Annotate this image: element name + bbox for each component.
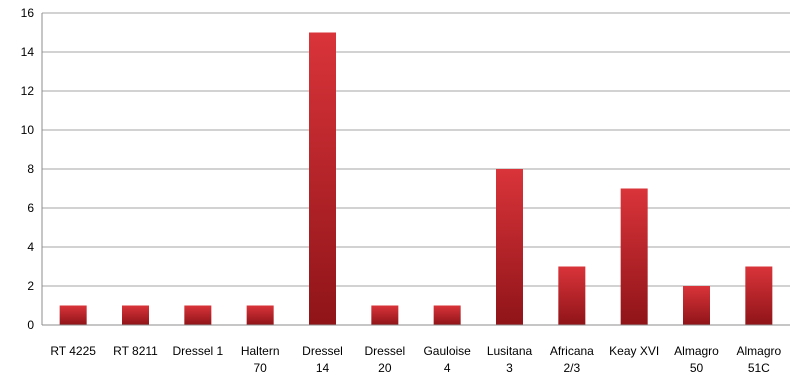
bar [433,305,461,325]
x-category-label: RT 8211 [113,344,158,358]
x-category-label-line: Almagro [674,344,719,358]
bars [59,32,773,325]
x-category-label-line: 20 [378,361,392,375]
y-tick-label: 0 [27,318,34,332]
x-category-label: Haltern 70 [241,344,280,375]
bar [122,305,149,325]
x-category-label-line: 51C [748,361,770,375]
x-category-label-line: 70 [253,361,267,375]
x-category-label-line: Dressel [364,344,405,358]
y-tick-label: 8 [27,162,34,176]
x-category-label-line: 3 [506,361,513,375]
x-category-label: Dressel 14 [302,344,343,375]
x-axis-categories: RT 4225 RT 8211 Dressel 1 Haltern 70 Dressel 1… [50,344,781,375]
x-category-label-line: Almagro [736,344,781,358]
x-category-label-line: 4 [444,361,451,375]
bar [620,188,648,325]
y-tick-label: 14 [21,45,35,59]
x-category-label-line: Gauloise [423,344,471,358]
x-category-label-line: Africana [550,344,594,358]
y-tick-label: 16 [21,6,35,20]
x-category-label-line: 50 [690,361,704,375]
bar [496,169,523,325]
bar [558,266,586,325]
y-tick-label: 12 [21,84,35,98]
x-category-label: Almagro 50 [674,344,719,375]
y-tick-label: 4 [27,240,34,254]
x-category-label: Lusitana 3 [487,344,533,375]
y-axis-ticks: 0 2 4 6 8 10 12 14 16 [21,6,35,332]
bar [59,305,87,325]
bar [184,305,212,325]
y-tick-label: 10 [21,123,35,137]
y-tick-label: 2 [27,279,34,293]
bar [745,266,773,325]
x-category-label: Africana 2/3 [550,344,594,375]
x-category-label-line: Haltern [241,344,280,358]
bar [309,32,336,325]
x-category-label: Almagro 51C [736,344,781,375]
x-category-label: Dressel 1 [172,344,223,358]
x-category-label-line: Lusitana [487,344,533,358]
gridlines [42,12,790,287]
x-category-label-line: RT 8211 [113,344,158,358]
x-category-label: Dressel 20 [364,344,405,375]
x-category-label: Keay XVI [609,344,659,358]
x-category-label: Gauloise 4 [423,344,471,375]
x-category-label-line: RT 4225 [50,344,96,358]
x-category-label-line: 14 [316,361,330,375]
y-tick-label: 6 [27,201,34,215]
x-category-label: RT 4225 [50,344,96,358]
x-category-label-line: Dressel 1 [172,344,223,358]
bar [246,305,274,325]
x-category-label-line: Keay XVI [609,344,659,358]
bar [683,286,710,325]
x-category-label-line: 2/3 [563,361,580,375]
x-category-label-line: Dressel [302,344,343,358]
bar [371,305,399,325]
